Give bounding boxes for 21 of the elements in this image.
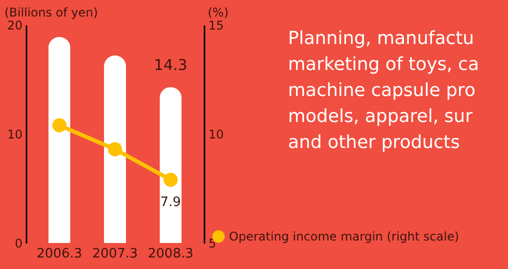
point: [52, 118, 66, 132]
data-label: 14.3: [154, 56, 188, 74]
y2-tick-label: 15: [208, 18, 224, 32]
y-tick-label: 0: [14, 236, 22, 250]
y-tick-label: 10: [7, 128, 22, 142]
text: Planning, manufactu marketing of toys, ca machine capsule pro models, apparel, sur and other products: [288, 28, 479, 153]
y-axis-title: (Billions of yen): [4, 6, 98, 20]
x-tick-label: 2007.3: [92, 246, 138, 262]
y2-tick-label: 10: [208, 128, 224, 142]
y2-tick-label: 5: [208, 236, 216, 250]
point: [164, 172, 178, 187]
data-label: 7.9: [160, 194, 181, 210]
x-tick-label: 2008.3: [148, 246, 194, 262]
x-tick-label: 2006.3: [36, 246, 82, 262]
legend-label: Operating income margin (right scale): [229, 230, 460, 244]
y2-axis-title: (%): [208, 6, 228, 20]
bar: [160, 87, 182, 243]
point: [108, 142, 122, 156]
bar: [104, 56, 126, 243]
y-tick-label: 20: [7, 18, 22, 32]
bar: [48, 36, 70, 243]
